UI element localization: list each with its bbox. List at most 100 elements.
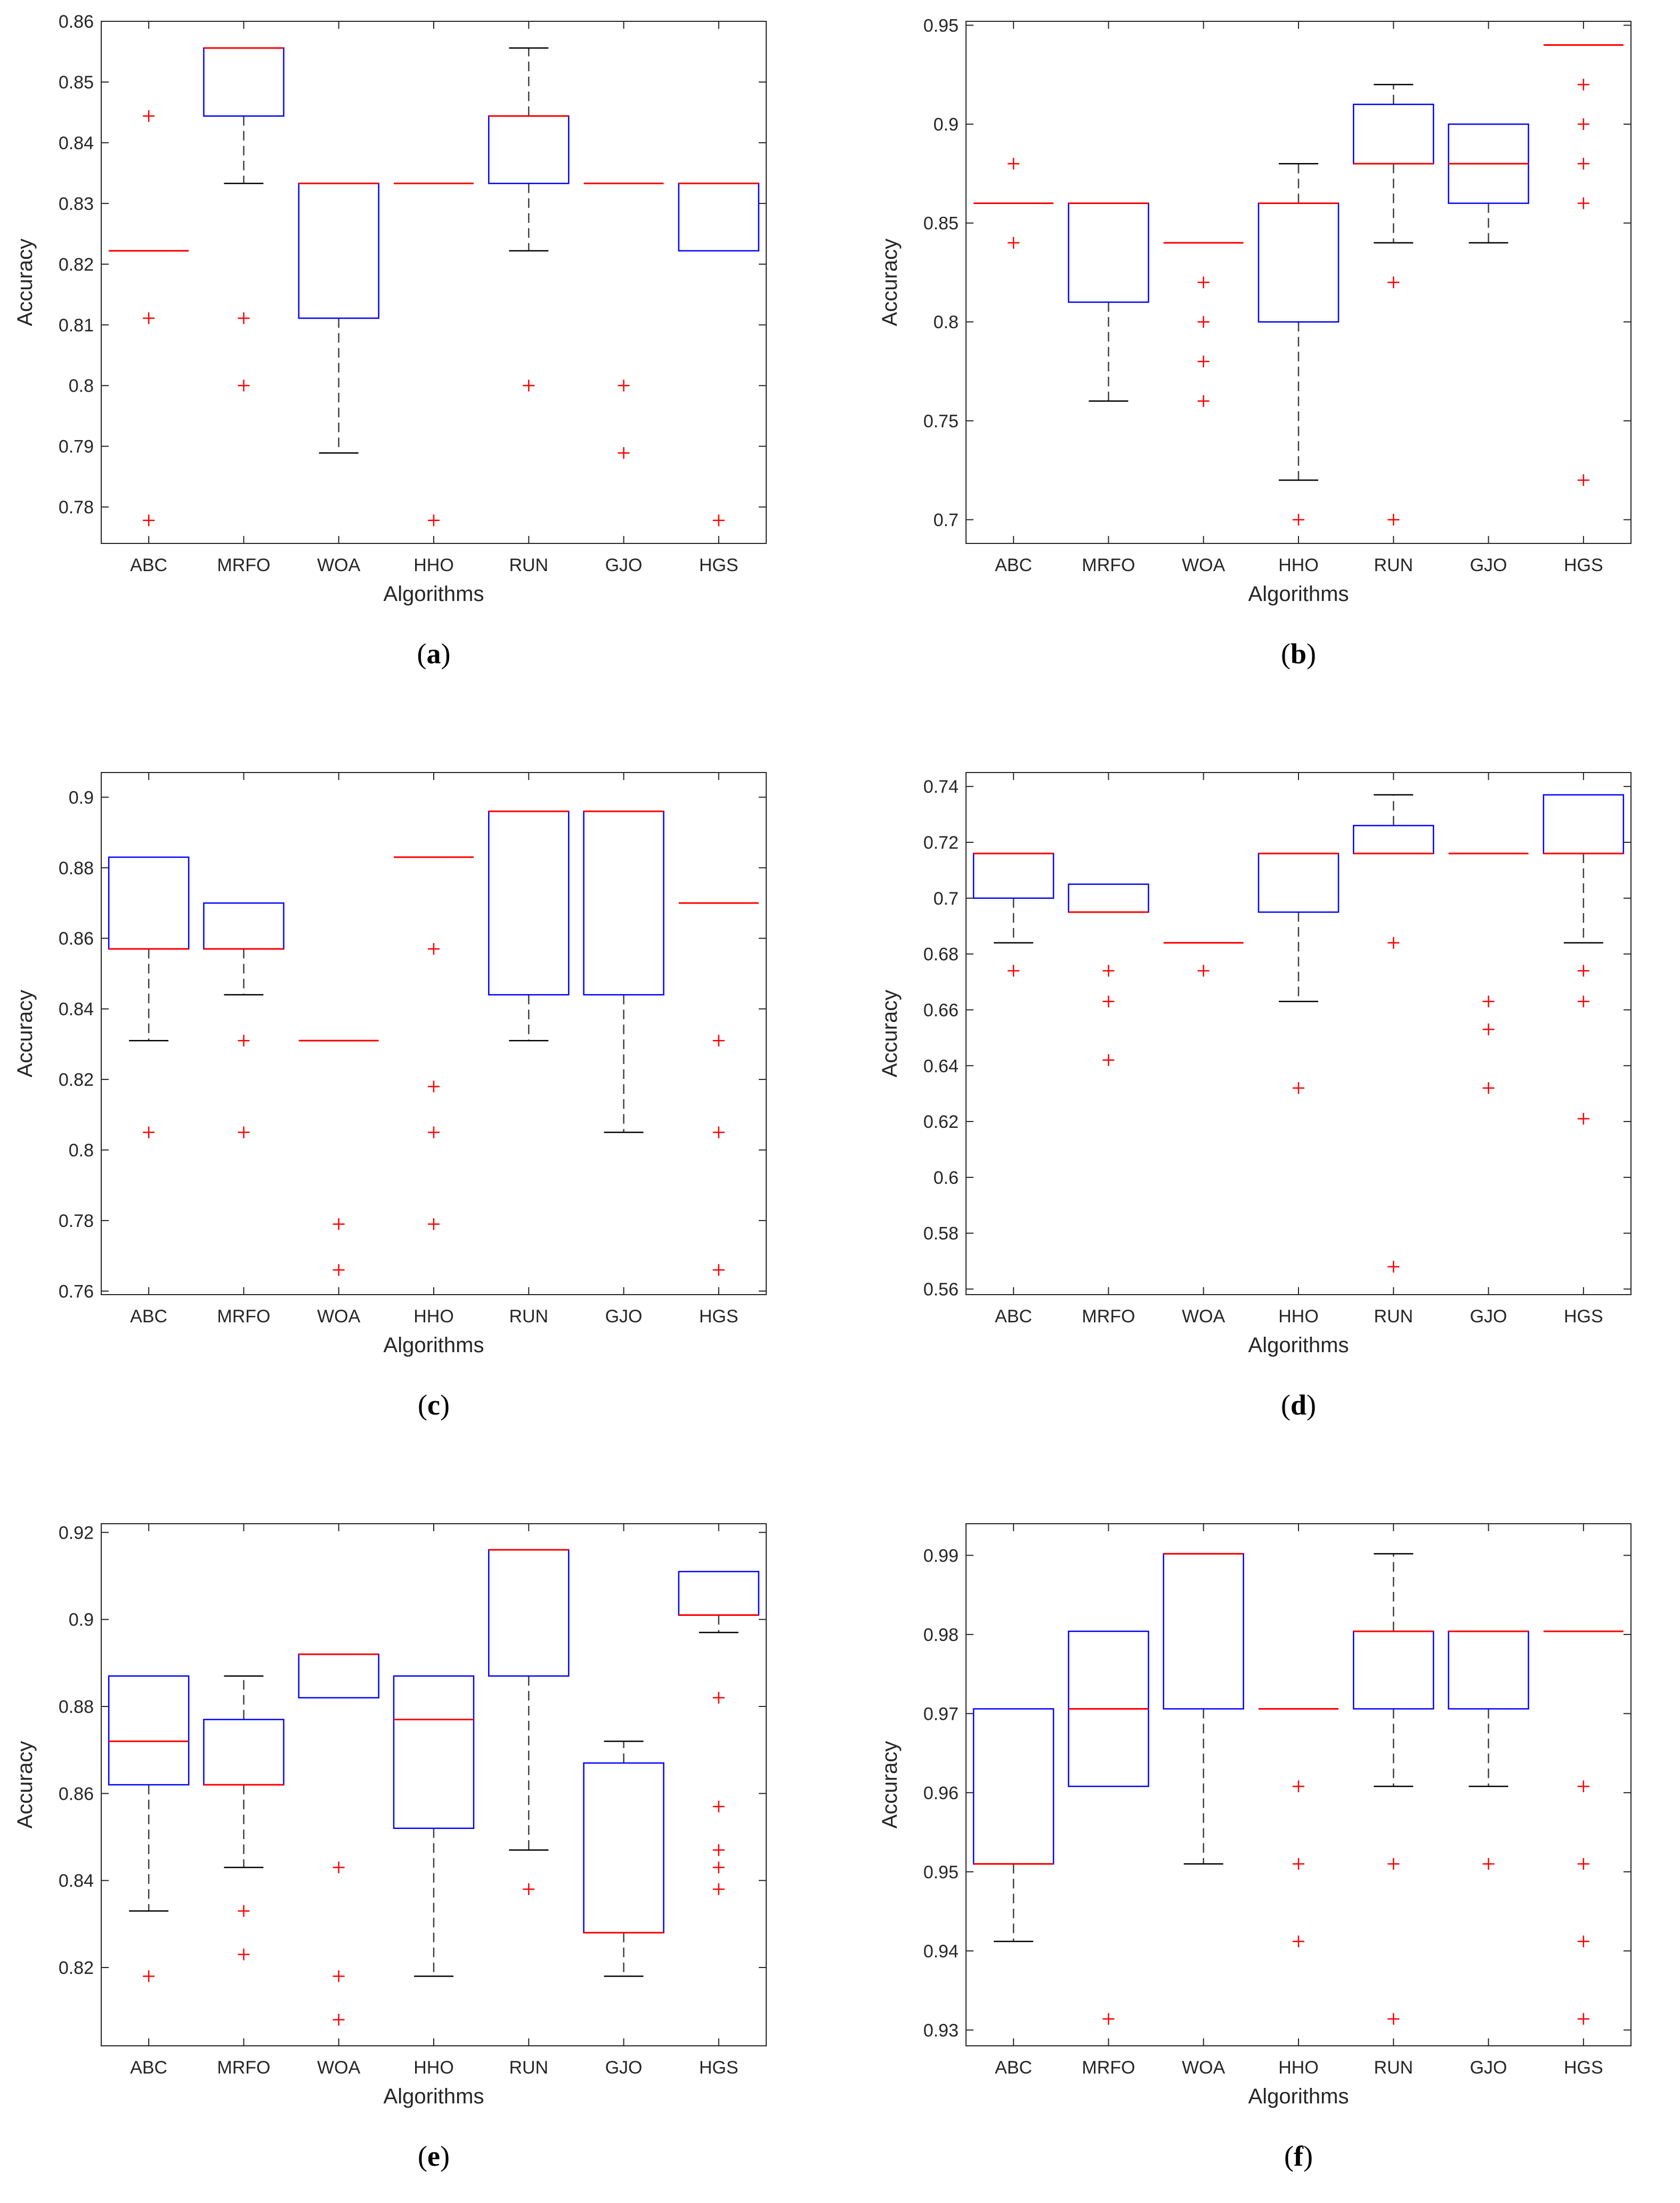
y-axis-label: Accuracy bbox=[878, 990, 902, 1078]
outlier-marker bbox=[1577, 995, 1589, 1007]
box-run bbox=[1353, 84, 1434, 526]
y-tick-label: 0.84 bbox=[59, 1871, 94, 1891]
y-tick-label: 0.9 bbox=[69, 787, 94, 808]
x-tick-label: GJO bbox=[605, 2058, 643, 2078]
outlier-marker bbox=[712, 1035, 725, 1047]
outlier-marker bbox=[143, 312, 155, 324]
iqr-box bbox=[108, 1675, 190, 1786]
panel-caption: (e) bbox=[418, 2140, 450, 2172]
x-tick-label: MRFO bbox=[217, 1306, 270, 1327]
iqr-box bbox=[678, 1571, 760, 1616]
outlier-marker bbox=[1008, 158, 1020, 170]
panel-caption: (a) bbox=[417, 638, 451, 670]
outlier-marker bbox=[1197, 965, 1210, 977]
panel-caption: (f) bbox=[1284, 2140, 1313, 2172]
box-run bbox=[1353, 794, 1434, 1273]
y-tick-label: 0.76 bbox=[59, 1281, 94, 1302]
x-tick-label: GJO bbox=[1470, 1306, 1507, 1327]
x-tick-label: GJO bbox=[1470, 2058, 1507, 2078]
x-tick-label: HHO bbox=[1278, 555, 1319, 575]
outlier-marker bbox=[1008, 237, 1020, 249]
outlier-marker bbox=[428, 1218, 440, 1230]
x-tick-label: WOA bbox=[317, 2058, 361, 2078]
y-tick-label: 0.7 bbox=[934, 510, 959, 530]
outlier-marker bbox=[143, 1126, 155, 1139]
y-tick-label: 0.64 bbox=[923, 1056, 959, 1076]
y-tick-label: 0.97 bbox=[923, 1704, 959, 1724]
x-tick-label: WOA bbox=[317, 1306, 361, 1327]
outlier-marker bbox=[1577, 1858, 1589, 1870]
x-axis-label: Algorithms bbox=[1248, 2085, 1349, 2108]
outlier-marker bbox=[1008, 965, 1020, 977]
y-tick-label: 0.72 bbox=[923, 833, 959, 853]
panel-c: 0.76 0.78 0.8 0.82 0.84 0.86 0.88 0.9 ABC MRFO WOA… bbox=[13, 772, 767, 1421]
box-woa bbox=[1163, 1552, 1244, 1865]
x-tick-label: ABC bbox=[130, 2058, 167, 2078]
outlier-marker bbox=[1293, 1082, 1304, 1094]
y-axis-label: Accuracy bbox=[13, 1741, 37, 1829]
x-tick-label: RUN bbox=[1374, 1306, 1413, 1327]
y-tick-label: 0.82 bbox=[59, 255, 94, 275]
y-tick-label: 0.9 bbox=[69, 1610, 94, 1630]
box-hho bbox=[393, 1675, 475, 1977]
x-tick-label: WOA bbox=[1182, 1306, 1225, 1327]
iqr-box bbox=[108, 856, 190, 950]
box-abc bbox=[973, 158, 1054, 249]
outlier-marker bbox=[1577, 1936, 1589, 1947]
box-gjo bbox=[583, 1741, 664, 1977]
iqr-box bbox=[1448, 1630, 1529, 1710]
outlier-marker bbox=[1482, 1023, 1495, 1036]
box-mrfo bbox=[1068, 202, 1149, 402]
box-gjo bbox=[1448, 1630, 1529, 1870]
y-tick-label: 0.94 bbox=[923, 1941, 959, 1962]
panel-f: 0.93 0.94 0.95 0.96 0.97 0.98 0.99 ABC MRFO WOA HH… bbox=[878, 1523, 1632, 2172]
iqr-box bbox=[1353, 825, 1434, 855]
outlier-marker bbox=[1102, 2013, 1115, 2025]
box-hho bbox=[1257, 852, 1340, 1094]
outlier-marker bbox=[712, 1126, 725, 1139]
y-tick-label: 0.66 bbox=[923, 1000, 959, 1020]
x-tick-label: HHO bbox=[413, 555, 454, 575]
outlier-marker bbox=[712, 1883, 725, 1895]
box-mrfo bbox=[203, 1675, 285, 1961]
y-tick-label: 0.9 bbox=[934, 115, 959, 135]
x-tick-label: GJO bbox=[605, 1306, 643, 1327]
y-tick-label: 0.93 bbox=[923, 2020, 959, 2041]
iqr-box bbox=[1068, 883, 1149, 913]
panel-a: 0.78 0.79 0.8 0.81 0.82 0.83 0.84 0.85 0.86 ABC MR… bbox=[13, 12, 767, 670]
box-run bbox=[1353, 1553, 1434, 2025]
x-tick-label: WOA bbox=[1182, 2058, 1225, 2078]
x-tick-label: HGS bbox=[1564, 1306, 1603, 1327]
iqr-box bbox=[1543, 794, 1625, 855]
outlier-marker bbox=[1197, 395, 1210, 407]
outlier-marker bbox=[1197, 355, 1210, 368]
outlier-marker bbox=[238, 1905, 250, 1917]
outlier-marker bbox=[618, 447, 630, 459]
x-tick-label: WOA bbox=[317, 555, 361, 575]
x-axis-label: Algorithms bbox=[384, 1334, 484, 1357]
y-tick-label: 0.88 bbox=[59, 1697, 94, 1717]
iqr-box bbox=[583, 810, 664, 996]
box-abc bbox=[972, 852, 1054, 977]
iqr-box bbox=[1257, 852, 1340, 913]
x-tick-label: GJO bbox=[605, 555, 643, 575]
x-tick-label: MRFO bbox=[217, 2058, 270, 2078]
panel-b: 0.7 0.75 0.8 0.85 0.9 0.95 ABC MRFO WOA HHO RUN GJO… bbox=[878, 15, 1632, 670]
y-tick-label: 0.81 bbox=[59, 315, 94, 336]
outlier-marker bbox=[1577, 118, 1589, 131]
box-abc bbox=[108, 1675, 190, 1982]
box-hgs bbox=[1543, 794, 1625, 1125]
outlier-marker bbox=[1387, 2013, 1400, 2025]
box-hho bbox=[1257, 163, 1340, 526]
box-gjo bbox=[583, 182, 664, 459]
iqr-box bbox=[203, 1719, 285, 1786]
x-tick-label: MRFO bbox=[1082, 2058, 1135, 2078]
x-tick-label: HGS bbox=[1564, 2058, 1603, 2078]
y-tick-label: 0.85 bbox=[923, 214, 959, 234]
y-tick-label: 0.68 bbox=[923, 945, 959, 965]
outlier-marker bbox=[1577, 1780, 1589, 1792]
box-mrfo bbox=[203, 902, 285, 1139]
outlier-marker bbox=[1387, 514, 1400, 526]
outlier-marker bbox=[1293, 514, 1304, 526]
iqr-box bbox=[583, 1762, 664, 1933]
